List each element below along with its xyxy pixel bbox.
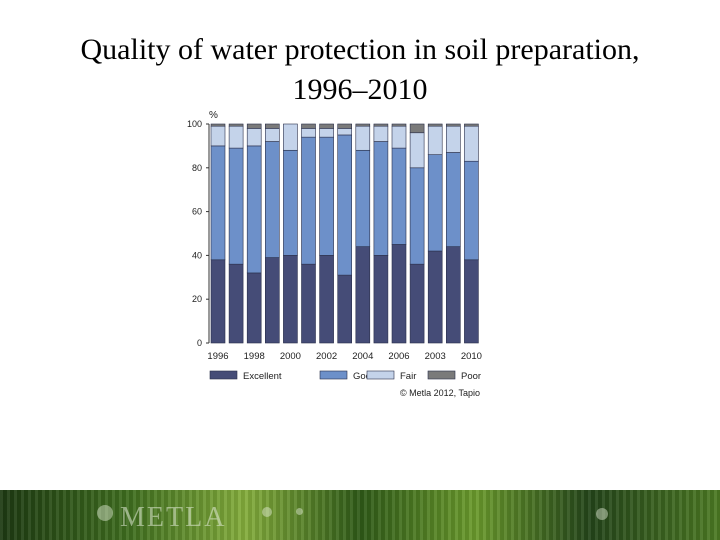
footer-decoration-dot [262, 507, 272, 517]
y-axis-unit-label: % [209, 110, 218, 121]
bar-segment-excellent [427, 250, 443, 344]
bar-segment-poor [210, 123, 226, 127]
x-tick-label: 1998 [244, 351, 265, 362]
bar-segment-excellent [283, 255, 298, 344]
bar-segment-poor [409, 123, 425, 134]
bar-segment-excellent [301, 263, 316, 344]
bar-segment-fair [265, 128, 280, 142]
x-tick-label: 2004 [352, 351, 373, 362]
bar-segment-excellent [319, 255, 334, 344]
footer-decoration-dot [596, 508, 608, 520]
bar-segment-excellent [445, 246, 461, 344]
y-tick-label: 60 [192, 207, 202, 217]
bar-segment-poor [265, 123, 280, 129]
bar-segment-fair [246, 128, 262, 147]
bar-segment-good [445, 152, 461, 247]
bar-segment-fair [373, 125, 389, 142]
y-tick-label: 40 [192, 250, 202, 260]
legend-label: Fair [400, 371, 416, 382]
bar-segment-poor [355, 123, 371, 127]
bar-segment-poor [427, 123, 443, 127]
bar-segment-good [319, 136, 334, 256]
bar-segment-good [301, 136, 316, 265]
bar-segment-fair [355, 125, 371, 151]
bar-segment-good [210, 145, 226, 261]
bar-segment-fair [210, 125, 226, 147]
bar-segment-excellent [337, 274, 352, 344]
legend-label: Poor [461, 371, 481, 382]
x-tick-label: 2002 [316, 351, 337, 362]
bar-segment-fair [319, 128, 334, 138]
footer-decoration-dot [296, 508, 303, 515]
bar-segment-poor [337, 123, 352, 129]
footer-band [0, 490, 720, 540]
legend-swatch [209, 370, 238, 380]
legend-label: Excellent [243, 371, 282, 382]
bar-segment-good [409, 167, 425, 265]
x-tick-label: 1996 [207, 351, 228, 362]
bar-segment-poor [391, 123, 407, 127]
bar-segment-good [427, 154, 443, 252]
bar-segment-fair [464, 125, 479, 162]
chart-credit: © Metla 2012, Tapio [400, 388, 480, 398]
y-tick-label: 20 [192, 294, 202, 304]
stacked-bar-chart: % 0 20 40 60 80 100 1996 1998 2000 2002 2004 2006 20… [187, 110, 482, 398]
bar-segment-good [246, 145, 262, 274]
bar-segment-excellent [265, 257, 280, 344]
x-tick-label: 2010 [461, 351, 482, 362]
y-axis: % 0 20 40 60 80 100 [187, 110, 218, 348]
bar-segment-poor [464, 123, 479, 127]
bar-segment-poor [319, 123, 334, 129]
bar-segment-excellent [391, 244, 407, 344]
bar-segment-fair [445, 125, 461, 153]
legend-swatch [366, 370, 395, 380]
legend-swatch [427, 370, 456, 380]
x-tick-label: 2003 [425, 351, 446, 362]
bar-segment-good [337, 134, 352, 276]
legend-label: Good [353, 371, 376, 382]
bar-segment-good [391, 147, 407, 245]
footer-decoration-dot [97, 505, 113, 521]
bar-segment-fair [228, 125, 244, 149]
y-tick-label: 80 [192, 163, 202, 173]
bar-segment-poor [373, 123, 389, 127]
legend-swatch [319, 370, 348, 380]
bar-segment-poor [445, 123, 461, 127]
bars [210, 123, 479, 344]
x-tick-label: 2000 [280, 351, 301, 362]
bar-segment-fair [283, 123, 298, 151]
bar-segment-good [283, 149, 298, 256]
bar-segment-poor [301, 123, 316, 129]
bar-segment-excellent [409, 263, 425, 344]
bar-segment-fair [301, 128, 316, 138]
bar-segment-fair [391, 125, 407, 149]
bar-segment-good [464, 160, 479, 261]
slide-title-line-1: Quality of water protection in soil prep… [80, 33, 640, 66]
y-tick-label: 0 [197, 338, 202, 348]
bar-segment-good [265, 141, 280, 258]
slide-title-line-2: 1996–2010 [292, 73, 428, 106]
bar-segment-fair [337, 128, 352, 136]
bar-segment-good [355, 149, 371, 247]
bar-segment-poor [228, 123, 244, 127]
metla-logo: METLA [120, 502, 227, 533]
bar-segment-good [373, 141, 389, 256]
bar-segment-excellent [464, 259, 479, 344]
bar-segment-excellent [246, 272, 262, 344]
x-tick-label: 2006 [388, 351, 409, 362]
bar-segment-fair [409, 132, 425, 169]
slide-title: Quality of water protection in soil prep… [0, 30, 720, 110]
bar-segment-excellent [355, 246, 371, 344]
bar-segment-excellent [373, 255, 389, 344]
bar-segment-good [228, 147, 244, 265]
legend: Excellent Good Fair Poor [209, 370, 481, 382]
bar-segment-excellent [228, 263, 244, 344]
y-tick-label: 100 [187, 119, 202, 129]
bar-segment-fair [427, 125, 443, 155]
x-axis-ticks: 1996 1998 2000 2002 2004 2006 2003 2010 [207, 351, 482, 362]
bar-segment-poor [246, 123, 262, 129]
bar-segment-excellent [210, 259, 226, 344]
